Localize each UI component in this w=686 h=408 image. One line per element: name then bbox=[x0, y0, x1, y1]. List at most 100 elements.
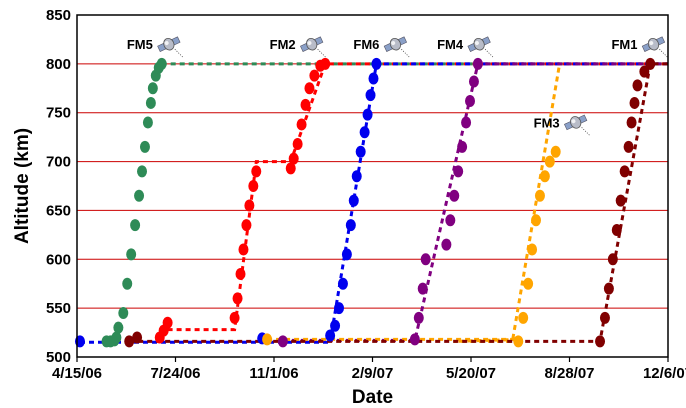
x-tick-label: 5/20/07 bbox=[446, 365, 496, 382]
data-point-fm2 bbox=[300, 98, 311, 111]
data-point-fm4 bbox=[441, 238, 452, 251]
data-point-fm4 bbox=[413, 311, 424, 324]
data-point-fm4 bbox=[472, 57, 483, 70]
data-point-fm1 bbox=[124, 335, 135, 348]
data-point-fm4 bbox=[420, 253, 431, 266]
annotation-leader bbox=[484, 48, 494, 58]
data-point-fm2 bbox=[320, 57, 331, 70]
data-point-fm1 bbox=[611, 223, 622, 236]
dashed-line-fm4 bbox=[282, 62, 668, 342]
data-point-fm1 bbox=[595, 335, 606, 348]
data-point-fm6 bbox=[348, 194, 359, 207]
data-point-fm1 bbox=[645, 57, 656, 70]
data-point-fm6 bbox=[337, 277, 348, 290]
annotation-leader bbox=[174, 48, 184, 58]
data-point-fm6 bbox=[345, 219, 356, 232]
data-point-fm5 bbox=[134, 189, 145, 202]
data-markers bbox=[74, 57, 656, 348]
data-point-fm2 bbox=[251, 165, 262, 178]
data-point-fm6 bbox=[371, 57, 382, 70]
data-point-fm4 bbox=[409, 333, 420, 346]
y-tick-label: 500 bbox=[46, 349, 71, 366]
x-tick-label: 2/9/07 bbox=[352, 365, 394, 382]
y-tick-label: 650 bbox=[46, 202, 71, 219]
data-point-fm5 bbox=[156, 57, 167, 70]
data-point-fm2 bbox=[232, 292, 243, 305]
data-point-fm3 bbox=[544, 155, 555, 168]
data-point-fm4 bbox=[453, 165, 464, 178]
annotation-leader bbox=[317, 48, 326, 58]
x-tick-label: 11/1/06 bbox=[249, 365, 298, 382]
x-axis-title: Date bbox=[352, 387, 393, 408]
data-point-fm2 bbox=[288, 152, 299, 165]
data-point-fm5 bbox=[126, 248, 137, 261]
dashed-trajectories bbox=[80, 62, 668, 344]
dashed-line-fm6 bbox=[80, 62, 668, 344]
annotation-leader bbox=[401, 48, 410, 58]
data-point-fm1 bbox=[619, 165, 630, 178]
satellite-icon bbox=[383, 36, 408, 52]
data-point-fm2 bbox=[229, 311, 240, 324]
data-point-fm2 bbox=[296, 118, 307, 131]
annotation-leader bbox=[659, 48, 668, 58]
fm-label-fm3: FM3 bbox=[534, 115, 560, 130]
data-point-fm1 bbox=[623, 140, 634, 153]
satellite-annotations: FM5 FM2 FM6 FM4 FM3 FM1 bbox=[127, 36, 668, 136]
fm-label-fm6: FM6 bbox=[353, 37, 379, 52]
data-point-fm4 bbox=[417, 282, 428, 295]
data-point-fm2 bbox=[162, 316, 173, 329]
dashed-line-fm3 bbox=[267, 63, 562, 343]
data-point-fm3 bbox=[513, 335, 524, 348]
data-point-fm5 bbox=[145, 96, 156, 109]
data-point-fm3 bbox=[550, 145, 561, 158]
data-point-fm1 bbox=[132, 331, 143, 344]
data-point-fm6 bbox=[359, 126, 370, 139]
data-point-fm6 bbox=[334, 302, 345, 315]
data-point-fm5 bbox=[130, 219, 141, 232]
fm-label-fm5: FM5 bbox=[127, 37, 153, 52]
data-point-fm3 bbox=[523, 277, 534, 290]
y-tick-label: 550 bbox=[46, 300, 71, 317]
data-point-fm1 bbox=[599, 311, 610, 324]
dashed-line-fm1 bbox=[129, 62, 668, 343]
data-point-fm2 bbox=[235, 267, 246, 280]
data-point-fm4 bbox=[468, 75, 479, 88]
y-tick-label: 850 bbox=[46, 7, 71, 24]
data-point-fm5 bbox=[122, 277, 133, 290]
x-tick-label: 7/24/06 bbox=[150, 365, 200, 382]
annotation-leader bbox=[581, 127, 590, 136]
data-point-fm1 bbox=[639, 65, 650, 78]
satellite-icon bbox=[300, 36, 324, 52]
x-tick-label: 12/6/07 bbox=[643, 365, 686, 382]
y-tick-label: 700 bbox=[46, 154, 71, 171]
data-point-fm3 bbox=[262, 333, 273, 346]
data-point-fm3 bbox=[534, 189, 545, 202]
data-point-fm1 bbox=[607, 253, 618, 266]
data-point-fm5 bbox=[137, 165, 148, 178]
data-point-fm2 bbox=[244, 199, 255, 212]
data-point-fm3 bbox=[527, 243, 538, 256]
data-point-fm5 bbox=[111, 331, 122, 344]
data-point-fm2 bbox=[292, 137, 303, 150]
data-point-fm2 bbox=[238, 243, 249, 256]
satellite-icon bbox=[467, 36, 491, 52]
data-point-fm4 bbox=[461, 116, 472, 129]
y-tick-label: 600 bbox=[46, 251, 71, 268]
data-point-fm1 bbox=[632, 79, 643, 92]
data-point-fm4 bbox=[449, 189, 460, 202]
dashed-line-fm2 bbox=[167, 62, 668, 332]
data-point-fm3 bbox=[531, 214, 542, 227]
data-point-fm5 bbox=[118, 307, 129, 320]
data-point-fm1 bbox=[629, 96, 640, 109]
data-point-fm2 bbox=[309, 69, 320, 82]
data-point-fm6 bbox=[368, 72, 379, 85]
satellite-icon bbox=[564, 114, 588, 131]
fm-label-fm4: FM4 bbox=[437, 37, 464, 52]
data-point-fm5 bbox=[142, 116, 153, 129]
data-point-fm6 bbox=[330, 319, 341, 332]
x-axis-ticks: 4/15/06 7/24/06 11/1/06 2/9/07 5/20/07 8/28/0… bbox=[52, 357, 686, 382]
data-point-fm4 bbox=[277, 335, 288, 348]
data-point-fm1 bbox=[615, 194, 626, 207]
data-point-fm4 bbox=[457, 140, 468, 153]
data-point-fm5 bbox=[147, 82, 158, 95]
